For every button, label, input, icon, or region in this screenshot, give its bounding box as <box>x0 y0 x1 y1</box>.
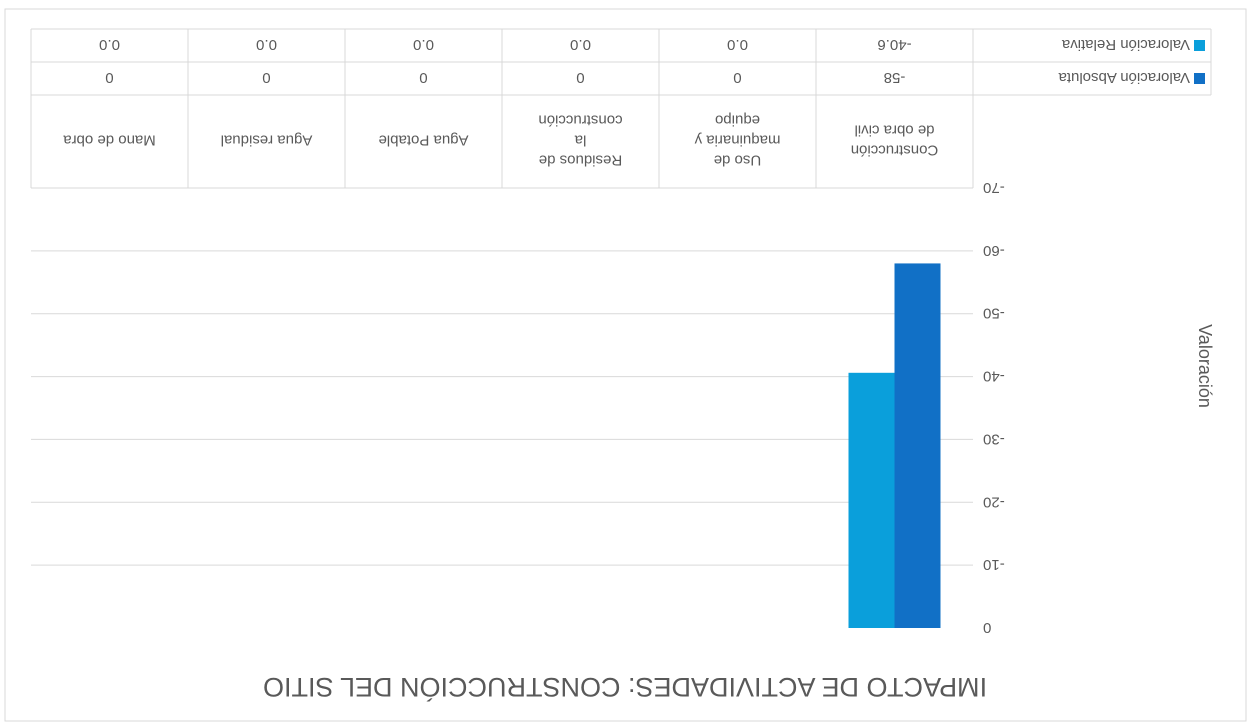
y-tick-label: -60 <box>983 242 1005 259</box>
y-tick-label: -50 <box>983 305 1005 322</box>
category-label: equipo <box>715 112 760 129</box>
data-label: 0 <box>733 69 741 86</box>
y-tick-label: -70 <box>983 179 1005 196</box>
legend-key <box>1194 40 1205 51</box>
y-tick-label: 0 <box>983 619 991 636</box>
data-label: 0.0 <box>413 36 434 53</box>
y-axis-ticks: -70 -60 -50 -40 -30 -20 -10 0 <box>983 179 1005 636</box>
y-tick-label: -30 <box>983 430 1005 447</box>
series-name: Valoración Absoluta <box>1058 69 1190 86</box>
data-label: 0.0 <box>727 36 748 53</box>
data-table: Construcción de obra civil Uso de maquinari… <box>30 28 1212 189</box>
data-label: 0.0 <box>99 36 120 53</box>
category-label: Mano de obra <box>63 132 156 149</box>
category-label: Agua residual <box>221 132 313 149</box>
data-label: 0.0 <box>570 36 591 53</box>
y-tick-label: -20 <box>983 493 1005 510</box>
data-label: 0 <box>576 69 584 86</box>
data-label: 0 <box>419 69 427 86</box>
data-label: 0 <box>105 69 113 86</box>
y-tick-label: -10 <box>983 556 1005 573</box>
data-label: -58 <box>884 69 906 86</box>
bar <box>894 263 941 628</box>
data-label: -40.6 <box>877 36 911 53</box>
bars <box>848 263 941 628</box>
chart-title: IMPACTO DE ACTIVIDADES: CONSTRUCCIÓN DEL… <box>263 672 987 703</box>
category-label: Uso de <box>714 152 762 169</box>
category-label: Construcción <box>851 142 939 159</box>
series-name: Valoración Relativa <box>1061 36 1190 53</box>
bar <box>848 372 895 628</box>
category-label: construcción <box>538 112 622 129</box>
data-label: 0 <box>262 69 270 86</box>
chart-area-border <box>4 8 1247 722</box>
category-label: la <box>574 132 586 149</box>
category-label: Agua Potable <box>378 132 468 149</box>
legend-key <box>1194 73 1205 84</box>
category-label: Residuos de <box>539 152 622 169</box>
data-label: 0.0 <box>256 36 277 53</box>
category-label: maquinaria y <box>694 132 780 149</box>
category-label: de obra civil <box>854 122 934 139</box>
y-tick-label: -40 <box>983 368 1005 385</box>
y-axis-label: Valoración <box>1195 324 1215 408</box>
gridlines <box>31 187 973 566</box>
